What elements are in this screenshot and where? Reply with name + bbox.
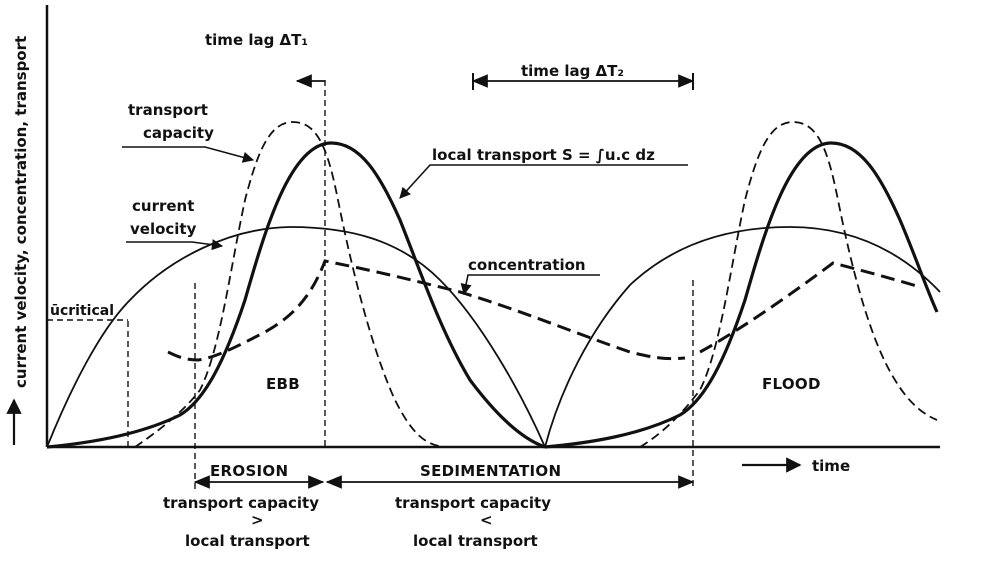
time-lag-2-label: time lag ΔT₂	[521, 62, 624, 80]
transport-capacity-label-line2: capacity	[143, 124, 214, 142]
time-lag-1-label: time lag ΔT₁	[205, 31, 308, 49]
local-transport-leader-icon	[399, 164, 688, 199]
y-axis-title: current velocity, concentration, transpo…	[12, 36, 30, 388]
transport-capacity-label: transport capacity	[122, 101, 255, 163]
current-velocity-label: current velocity	[126, 197, 224, 251]
current-velocity-label-line2: velocity	[130, 220, 197, 238]
u-critical-label: ūcritical	[50, 303, 114, 319]
local-transport-curve	[46, 141, 939, 449]
concentration-leader-icon	[460, 274, 600, 296]
concentration-label: concentration	[460, 256, 600, 296]
concentration-label-text: concentration	[468, 256, 586, 274]
current-velocity-curve	[46, 226, 941, 448]
local-transport-label-text: local transport S = ∫u.c dz	[432, 146, 655, 164]
concentration-curve	[167, 259, 921, 362]
local-transport-label: local transport S = ∫u.c dz	[399, 146, 688, 199]
sedimentation-line2: local transport	[413, 532, 538, 550]
current-velocity-leader-icon	[126, 239, 224, 251]
axes	[6, 5, 940, 473]
erosion-symbol: >	[251, 511, 264, 529]
guide-lines	[47, 80, 694, 490]
transport-capacity-leader-icon	[122, 146, 255, 163]
time-lag-2: time lag ΔT₂	[471, 62, 695, 90]
sedimentation-title: SEDIMENTATION	[420, 462, 561, 480]
erosion-line2: local transport	[185, 532, 310, 550]
erosion-zone: EROSION transport capacity > local trans…	[163, 462, 325, 550]
x-axis-title: time	[812, 457, 850, 475]
sedimentation-symbol: <	[480, 511, 493, 529]
erosion-line1: transport capacity	[163, 494, 319, 512]
sedimentation-line1: transport capacity	[395, 494, 551, 512]
current-velocity-label-line1: current	[132, 197, 194, 215]
time-lag-1: time lag ΔT₁	[205, 31, 325, 88]
flood-label: FLOOD	[762, 375, 821, 393]
sedimentation-zone: SEDIMENTATION transport capacity < local…	[325, 462, 695, 550]
transport-capacity-curve	[134, 121, 938, 448]
transport-capacity-label-line1: transport	[128, 101, 208, 119]
erosion-title: EROSION	[210, 462, 288, 480]
ebb-label: EBB	[266, 375, 300, 393]
